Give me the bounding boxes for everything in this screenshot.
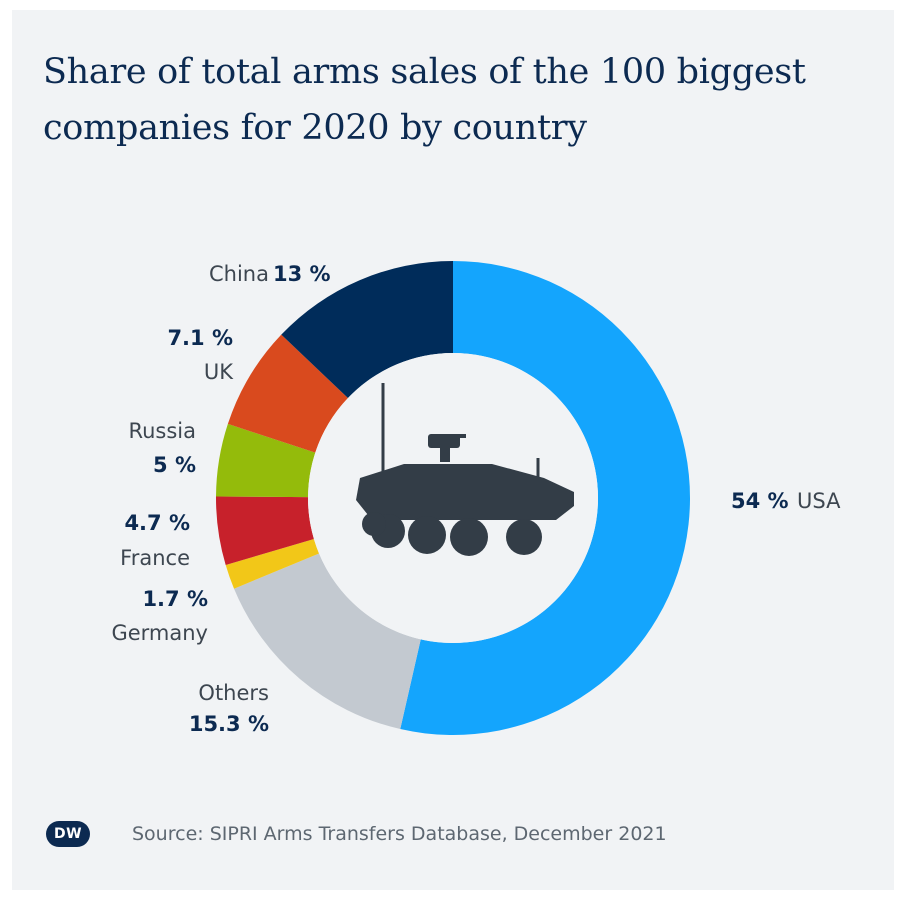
slice-usa — [400, 261, 691, 735]
label-usa: USA — [797, 489, 841, 513]
value-germany: 1.7 % — [142, 587, 208, 611]
value-france: 4.7 % — [124, 511, 190, 535]
slice-france — [216, 496, 314, 566]
chart-title: Share of total arms sales of the 100 big… — [43, 52, 806, 148]
label-uk: UK — [204, 360, 234, 384]
label-china: China — [209, 262, 269, 286]
value-china: 13 % — [273, 262, 331, 286]
slice-china — [281, 261, 453, 399]
label-others: Others — [198, 681, 269, 705]
donut-labels: China 13 % 7.1 % UK Russia 5 % 4.7 % Fra… — [111, 262, 841, 736]
value-others: 15.3 % — [189, 712, 269, 736]
label-russia: Russia — [128, 419, 196, 443]
value-usa: 54 % — [731, 489, 789, 513]
slice-others — [234, 553, 421, 730]
slice-uk — [227, 334, 348, 453]
source-note: Source: SIPRI Arms Transfers Database, D… — [132, 823, 667, 845]
donut-slices — [216, 261, 691, 735]
value-uk: 7.1 % — [167, 326, 233, 350]
value-russia: 5 % — [153, 453, 196, 477]
footer: DW Source: SIPRI Arms Transfers Database… — [46, 816, 667, 852]
dw-logo: DW — [46, 821, 90, 847]
label-france: France — [120, 546, 190, 570]
slice-russia — [216, 423, 316, 498]
label-germany: Germany — [111, 621, 208, 645]
slice-germany — [225, 539, 320, 589]
armored-vehicle-icon — [356, 383, 574, 556]
